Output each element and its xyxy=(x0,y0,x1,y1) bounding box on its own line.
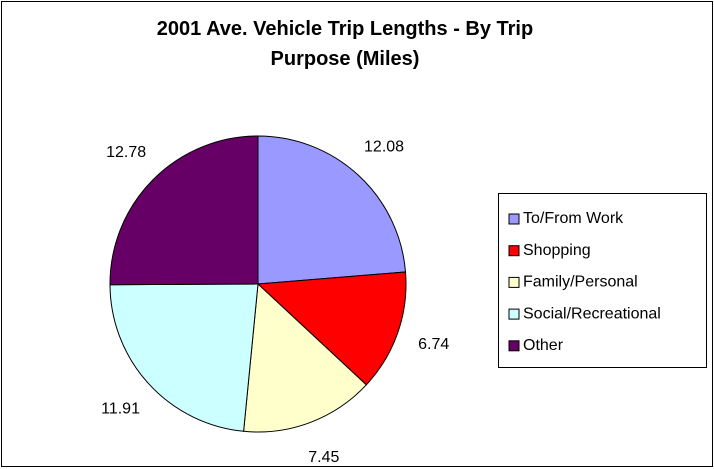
data-label: 12.08 xyxy=(364,138,404,155)
chart-title: 2001 Ave. Vehicle Trip Lengths - By Trip… xyxy=(156,18,534,70)
legend-swatch xyxy=(508,308,520,320)
legend-swatch xyxy=(508,276,520,288)
legend-label: To/From Work xyxy=(523,210,624,227)
data-label: 12.78 xyxy=(106,144,146,161)
pie-slice xyxy=(109,283,259,432)
legend-swatch xyxy=(508,213,520,225)
legend-label: Shopping xyxy=(523,242,591,259)
pie-slice xyxy=(109,135,259,286)
pie-slice xyxy=(257,135,407,285)
data-label: 7.45 xyxy=(308,449,339,466)
legend-box xyxy=(498,193,707,368)
legend-label: Family/Personal xyxy=(523,274,638,291)
legend-label: Other xyxy=(523,337,564,354)
data-label: 11.91 xyxy=(101,401,140,418)
pie-slice xyxy=(256,271,407,386)
pie-slice xyxy=(243,282,368,433)
legend-label: Social/Recreational xyxy=(523,305,661,322)
data-label: 6.74 xyxy=(418,336,449,353)
legend-swatch xyxy=(508,340,520,352)
legend-swatch xyxy=(508,245,520,257)
